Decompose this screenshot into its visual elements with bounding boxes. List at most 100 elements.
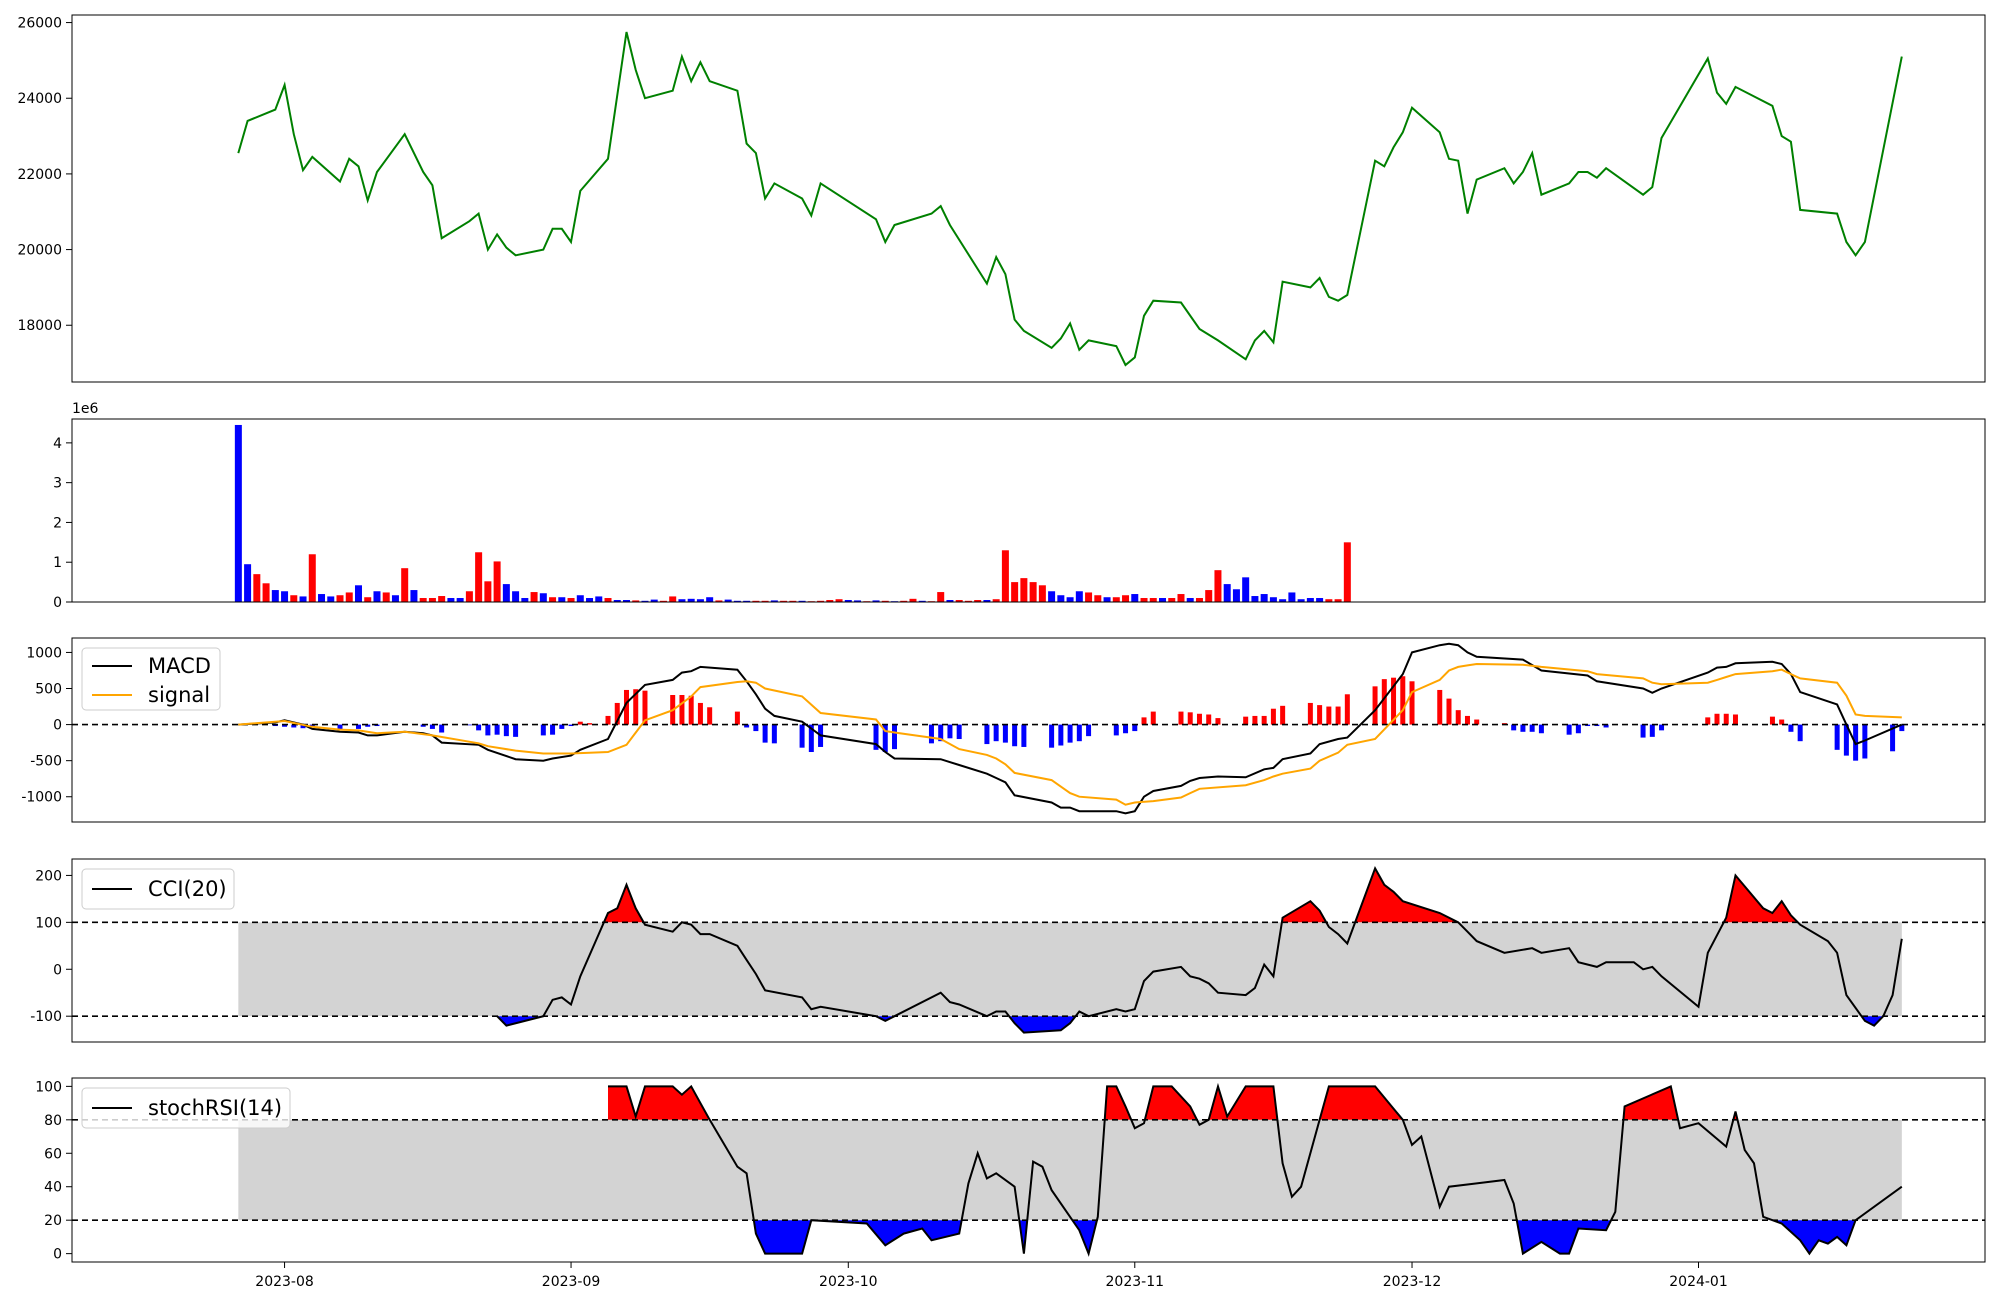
macd-histogram-bar: [633, 689, 639, 725]
volume-bar: [391, 595, 399, 602]
volume-bar: [345, 592, 353, 602]
volume-ytick-label: 1: [53, 555, 62, 571]
macd-frame: [71, 637, 1986, 823]
macd-histogram-bar: [476, 724, 482, 731]
volume-bar: [586, 598, 594, 602]
macd-histogram-bar: [1243, 716, 1249, 725]
macd-histogram-bar: [1464, 715, 1470, 725]
macd-histogram-bar: [1067, 724, 1073, 743]
volume-bar: [1297, 599, 1305, 602]
volume-bar: [475, 552, 483, 602]
volume-frame: [71, 418, 1986, 603]
volume-bar: [1159, 598, 1167, 602]
volume-bar: [678, 599, 686, 602]
volume-bar: [484, 581, 492, 602]
volume-bar: [1029, 582, 1037, 602]
cci-ytick-label: 100: [35, 915, 62, 931]
macd-histogram-bar: [1575, 724, 1581, 734]
macd-histogram-bar: [707, 707, 713, 725]
volume-bar: [1085, 592, 1093, 602]
volume-bar: [955, 600, 963, 602]
volume-bar: [1269, 597, 1277, 602]
macd-histogram-bar: [928, 724, 934, 744]
volume-bar: [826, 600, 834, 602]
macd-histogram-bar: [956, 724, 962, 740]
macd-ytick-label: 1000: [26, 645, 62, 661]
volume-bar: [844, 600, 852, 602]
volume-bar: [530, 592, 538, 602]
volume-bar: [234, 424, 242, 602]
volume-bar: [835, 599, 843, 602]
volume-bar: [1103, 597, 1111, 602]
macd-histogram-bar: [1455, 710, 1461, 725]
cci-ytick-label: 200: [35, 868, 62, 884]
volume-bar: [1223, 584, 1231, 602]
volume-bar: [1177, 594, 1185, 602]
volume-bar: [743, 600, 751, 602]
macd-histogram-bar: [559, 724, 565, 729]
volume-bar: [465, 591, 473, 602]
volume-bar: [1066, 597, 1074, 602]
cci-legend-box: [81, 868, 235, 910]
cci-panel: -100 0 100 200 CCI(20): [30, 858, 1986, 1043]
macd-histogram-bar: [1021, 724, 1027, 747]
volume-bar: [604, 598, 612, 602]
cci-overbought-fill: [1355, 868, 1459, 923]
cci-neutral-band: [238, 922, 1902, 1017]
macd-histogram-bar: [1769, 716, 1775, 725]
volume-bar: [752, 600, 760, 602]
volume-bar: [419, 598, 427, 602]
volume-bar: [964, 600, 972, 602]
macd-panel: -1000 -500 0 500 1000 MACD signal: [21, 637, 1986, 823]
volume-bar: [1149, 598, 1157, 602]
volume-bar: [1232, 589, 1240, 602]
macd-histogram-bar: [466, 724, 472, 726]
volume-bar: [595, 596, 603, 602]
date-tick-label: 2023-08: [255, 1274, 314, 1290]
macd-histogram-bar: [1196, 713, 1202, 725]
stochrsi-legend-box: [81, 1087, 291, 1129]
volume-bar: [1186, 598, 1194, 602]
volume-bar: [308, 554, 316, 602]
cci-overbought-fill: [603, 884, 644, 923]
volume-bar: [974, 600, 982, 602]
stochrsi-line: [608, 1082, 1903, 1257]
macd-histogram-bar: [513, 724, 519, 737]
macd-line: [238, 642, 1903, 815]
macd-ytick-label: -500: [30, 754, 62, 770]
macd-histogram-bar: [1705, 717, 1711, 725]
macd-histogram-bar: [540, 724, 546, 736]
volume-bar: [271, 590, 279, 602]
macd-histogram-bar: [577, 721, 583, 725]
volume-bar: [1140, 598, 1148, 602]
macd-histogram-bar: [734, 711, 740, 725]
volume-bar: [1279, 599, 1287, 602]
macd-histogram-bar: [1252, 715, 1258, 725]
macd-histogram-bar: [1132, 724, 1138, 732]
volume-bar: [872, 600, 880, 602]
macd-histogram-bar: [1002, 724, 1008, 743]
volume-bar: [1251, 596, 1259, 602]
volume-bar: [724, 599, 732, 602]
macd-histogram-bar: [550, 724, 556, 735]
macd-histogram-bar: [1566, 724, 1572, 735]
cci-ytick-label: -100: [30, 1009, 62, 1025]
macd-histogram-bar: [873, 724, 879, 750]
volume-bar: [549, 597, 557, 602]
volume-bar: [438, 596, 446, 602]
macd-histogram-bar: [642, 690, 648, 725]
stochrsi-ytick-label: 80: [44, 1113, 62, 1129]
volume-bar: [632, 600, 640, 602]
cci-frame: [71, 858, 1986, 1043]
volume-bar: [1001, 550, 1009, 602]
macd-histogram-bar: [1381, 679, 1387, 725]
volume-bar: [770, 600, 778, 602]
stochrsi-overbought-fill: [1208, 1086, 1278, 1120]
price-ytick-label: 18000: [17, 318, 62, 334]
volume-bar: [715, 600, 723, 602]
cci-oversold-fill: [1861, 1016, 1884, 1026]
macd-histogram-bar: [1843, 724, 1849, 756]
stochrsi-ytick-label: 20: [44, 1213, 62, 1229]
stochrsi-overbought-fill: [1623, 1086, 1679, 1120]
